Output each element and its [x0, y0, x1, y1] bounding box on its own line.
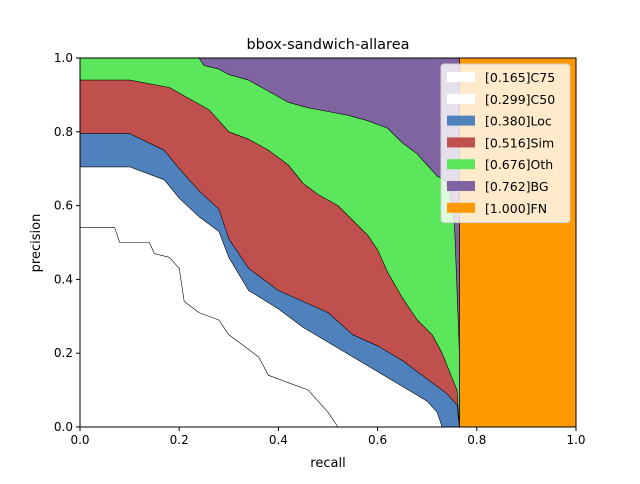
legend-label-0-380-loc: [0.380]Loc: [485, 114, 552, 129]
legend-label-0-516-sim: [0.516]Sim: [485, 135, 554, 150]
y-tick-label: 0.0: [54, 420, 73, 434]
legend-swatch-0-676-oth: [447, 159, 475, 170]
areas-layer: [79, 57, 577, 428]
legend-swatch-0-380-loc: [447, 115, 475, 126]
legend-swatch-0-762-bg: [447, 181, 475, 191]
legend-swatch-0-516-sim: [447, 137, 475, 148]
x-tick-label: 1.0: [566, 433, 585, 447]
x-tick-label: 0.6: [368, 433, 387, 447]
legend-swatch-0-299-c50: [447, 93, 475, 104]
y-tick-label: 0.4: [54, 272, 73, 286]
y-tick-label: 0.6: [54, 199, 73, 213]
legend-swatch-1-000-fn: [447, 202, 475, 213]
area-0-165-c75: [79, 227, 339, 428]
legend: [0.165]C75 [0.299]C50 [0.380]Loc [0.516]Sim…: [440, 63, 571, 224]
x-tick-label: 0.0: [70, 433, 89, 447]
legend-label-0-299-c50: [0.299]C50: [485, 92, 555, 107]
x-axis-label: recall: [310, 456, 345, 471]
axes-layer: 0.0 0.2 0.4 0.6 0.8 1.0 0.0 0.2 0.4 0.6 0.8 1.0: [54, 51, 586, 447]
legend-label-0-762-bg: [0.762]BG: [485, 179, 549, 194]
x-tick-label: 0.2: [170, 433, 189, 447]
chart-title: bbox-sandwich-allarea: [246, 37, 409, 53]
legend-label-0-676-oth: [0.676]Oth: [485, 157, 553, 172]
legend-swatch-0-165-c75: [447, 72, 475, 82]
y-tick-label: 0.8: [54, 125, 73, 139]
plot-frame: [79, 57, 577, 428]
y-axis-label: precision: [29, 214, 44, 273]
x-tick-label: 0.4: [269, 433, 288, 447]
legend-label-0-165-c75: [0.165]C75: [485, 70, 555, 85]
legend-label-1-000-fn: [1.000]FN: [485, 201, 547, 216]
x-tick-label: 0.8: [467, 433, 486, 447]
y-tick-label: 0.2: [54, 346, 73, 360]
y-tick-label: 1.0: [54, 51, 73, 65]
